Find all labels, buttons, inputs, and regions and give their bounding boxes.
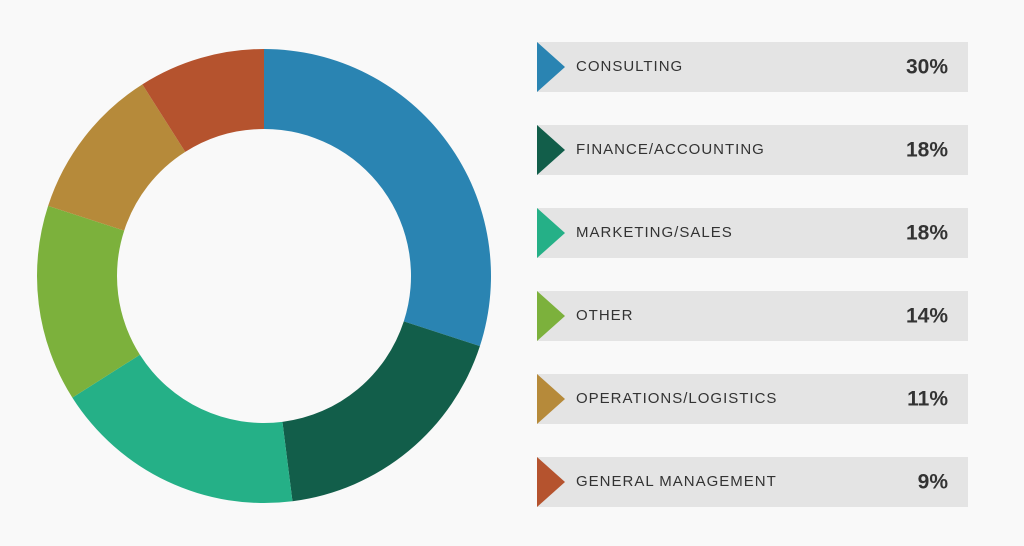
legend-label: FINANCE/ACCOUNTING [576, 141, 765, 158]
legend-row [537, 208, 968, 258]
value-label: 14% [906, 305, 948, 328]
donut-slice [282, 321, 480, 502]
legend-label: OPERATIONS/LOGISTICS [576, 390, 777, 407]
legend-row [537, 457, 968, 507]
donut-slice [72, 354, 293, 503]
legend-row [537, 374, 968, 424]
donut-slice [36, 205, 140, 398]
value-label: 18% [906, 139, 948, 162]
legend-label: GENERAL MANAGEMENT [576, 473, 777, 490]
donut-slice [264, 49, 491, 347]
legend-row [537, 125, 968, 175]
legend-marker [537, 374, 565, 424]
legend-label: MARKETING/SALES [576, 224, 733, 241]
legend-marker [537, 457, 565, 507]
legend-row [537, 291, 968, 341]
legend-marker [537, 125, 565, 175]
value-label: 11% [907, 388, 948, 411]
donut-slice [142, 49, 264, 152]
legend-marker [537, 208, 565, 258]
legend-marker [537, 42, 565, 92]
value-label: 18% [906, 222, 948, 245]
donut-slice [48, 84, 186, 231]
value-label: 30% [906, 56, 948, 79]
legend-row [537, 42, 968, 92]
value-label: 9% [918, 471, 949, 494]
legend-marker [537, 291, 565, 341]
legend-label: CONSULTING [576, 58, 683, 75]
legend-label: OTHER [576, 307, 634, 324]
